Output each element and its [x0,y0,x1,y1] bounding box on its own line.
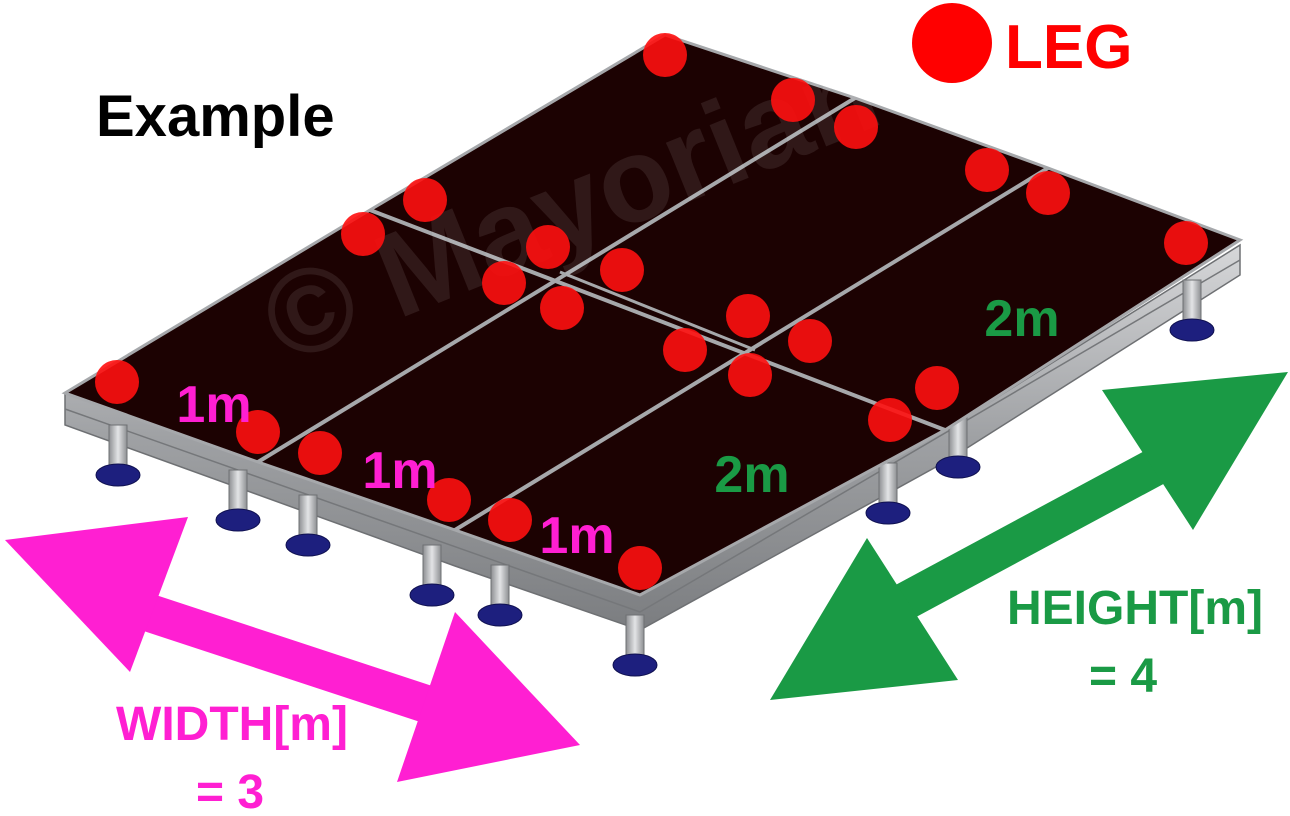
leg-marker-11 [540,286,584,330]
leg-marker-6 [1164,221,1208,265]
deck-panels [61,33,1244,597]
leg-marker-16 [728,353,772,397]
leg-marker-5 [1026,171,1070,215]
panel-label-4: 2m [984,290,1059,348]
leg-marker-17 [915,366,959,410]
support-foot-9 [1169,279,1215,342]
panel-label-1: 1m [176,376,251,434]
leg-marker-4 [965,148,1009,192]
leg-marker-8 [403,178,447,222]
panel-label-3: 1m [539,507,614,565]
leg-marker-9 [526,225,570,269]
leg-marker-24 [618,546,662,590]
support-foot-4 [409,544,455,607]
leg-marker-22 [427,478,471,522]
height-value: = 4 [1089,650,1157,703]
height-arrow [770,372,1288,700]
leg-marker-10 [482,261,526,305]
leg-marker-12 [600,248,644,292]
support-foot-7 [865,462,911,525]
width-arrow [5,517,580,782]
support-foot-8 [935,416,981,479]
support-foot-5 [477,564,523,627]
leg-marker-23 [488,498,532,542]
width-arrowhead-left [5,517,188,672]
width-value: = 3 [196,766,264,816]
leg-marker-19 [95,360,139,404]
support-foot-3 [285,494,331,557]
diagram-title: Example [96,84,335,149]
leg-marker-21 [298,431,342,475]
support-foot-1 [95,424,141,487]
height-arrowhead-lower [770,538,958,700]
leg-markers [95,33,1208,590]
width-label: WIDTH[m] [116,698,348,751]
leg-marker-18 [868,398,912,442]
leg-marker-7 [341,212,385,256]
legend: LEG [912,3,1132,83]
support-foot-2 [215,469,261,532]
support-feet [95,279,1215,677]
leg-marker-1 [643,33,687,77]
legend-label: LEG [1005,13,1132,82]
height-label: HEIGHT[m] [1007,582,1263,635]
leg-marker-14 [788,319,832,363]
legend-leg-marker [912,3,992,83]
panel-label-2: 1m [362,442,437,500]
width-arrowhead-right [397,612,580,782]
panel-label-5: 2m [714,446,789,504]
support-foot-6 [612,614,658,677]
leg-marker-20 [236,410,280,454]
height-arrowhead-upper [1102,372,1288,530]
leg-marker-3 [834,105,878,149]
leg-marker-15 [663,328,707,372]
leg-marker-2 [771,78,815,122]
leg-marker-13 [726,294,770,338]
